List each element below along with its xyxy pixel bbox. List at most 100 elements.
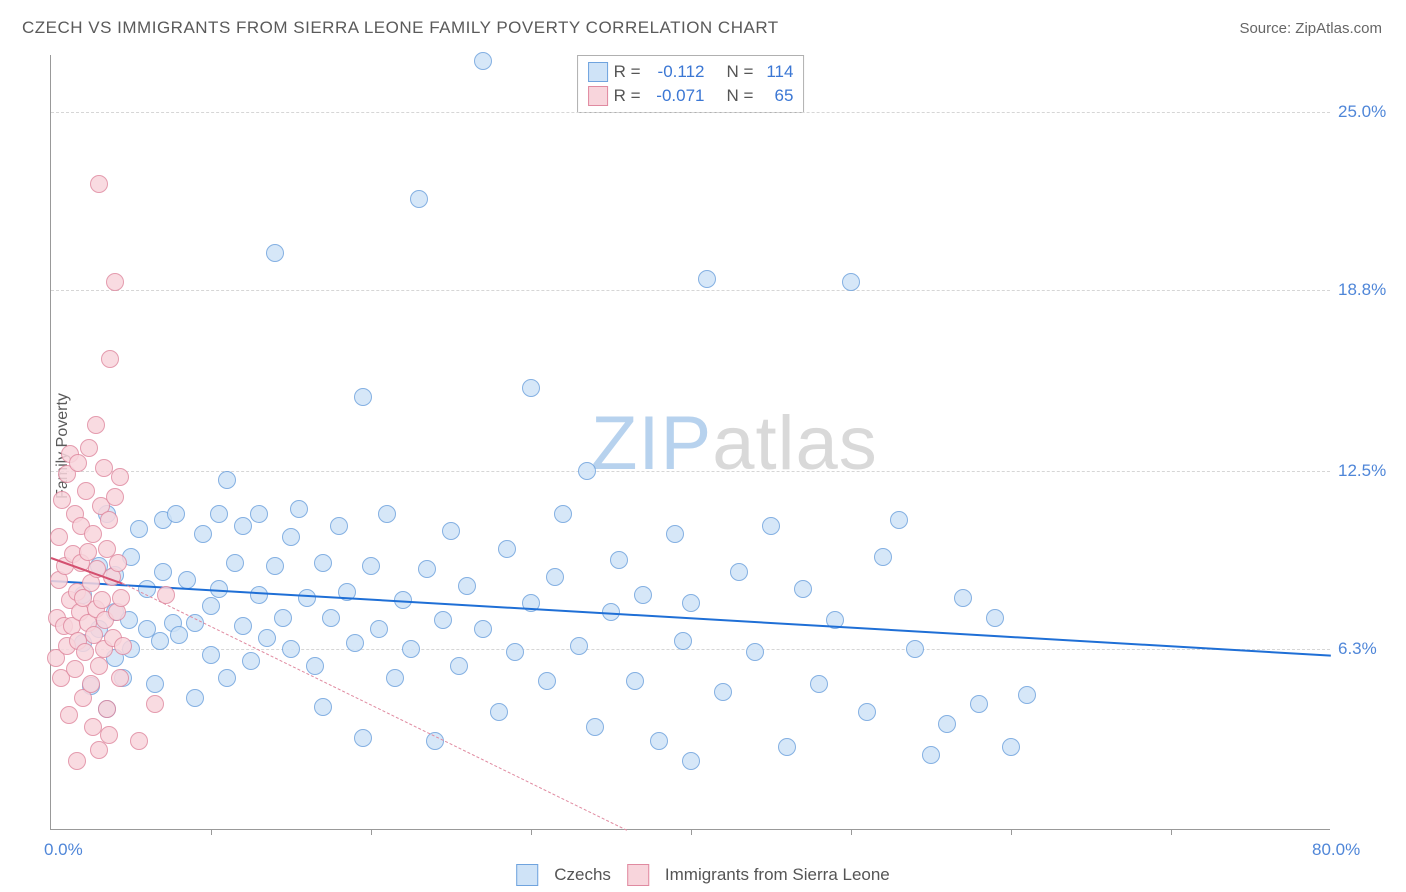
- data-point: [234, 517, 252, 535]
- data-point: [114, 637, 132, 655]
- data-point: [210, 505, 228, 523]
- n-value-czechs: 114: [759, 62, 793, 82]
- data-point: [146, 675, 164, 693]
- x-axis-max-label: 80.0%: [1312, 840, 1360, 860]
- data-point: [100, 511, 118, 529]
- data-point: [666, 525, 684, 543]
- x-tick: [1011, 829, 1012, 835]
- data-point: [434, 611, 452, 629]
- data-point: [266, 244, 284, 262]
- data-point: [330, 517, 348, 535]
- data-point: [111, 669, 129, 687]
- data-point: [290, 500, 308, 518]
- data-point: [112, 589, 130, 607]
- data-point: [522, 379, 540, 397]
- x-tick: [691, 829, 692, 835]
- r-value-sierra: -0.071: [647, 86, 705, 106]
- data-point: [111, 468, 129, 486]
- data-point: [634, 586, 652, 604]
- data-point: [938, 715, 956, 733]
- data-point: [84, 718, 102, 736]
- data-point: [101, 350, 119, 368]
- data-point: [570, 637, 588, 655]
- data-point: [106, 488, 124, 506]
- data-point: [98, 700, 116, 718]
- data-point: [79, 543, 97, 561]
- data-point: [282, 640, 300, 658]
- data-point: [234, 617, 252, 635]
- r-label: R =: [614, 86, 641, 106]
- data-point: [306, 657, 324, 675]
- data-point: [82, 675, 100, 693]
- data-point: [682, 594, 700, 612]
- n-value-sierra: 65: [759, 86, 793, 106]
- data-point: [954, 589, 972, 607]
- data-point: [610, 551, 628, 569]
- data-point: [167, 505, 185, 523]
- legend-label-czechs: Czechs: [554, 865, 611, 885]
- data-point: [442, 522, 460, 540]
- watermark-atlas: atlas: [712, 401, 878, 486]
- data-point: [554, 505, 572, 523]
- data-point: [77, 482, 95, 500]
- data-point: [202, 646, 220, 664]
- chart-title: CZECH VS IMMIGRANTS FROM SIERRA LEONE FA…: [22, 18, 779, 38]
- x-tick: [211, 829, 212, 835]
- data-point: [922, 746, 940, 764]
- data-point: [226, 554, 244, 572]
- data-point: [458, 577, 476, 595]
- data-point: [378, 505, 396, 523]
- data-point: [314, 698, 332, 716]
- gridline: [51, 112, 1330, 113]
- legend-label-sierra: Immigrants from Sierra Leone: [665, 865, 890, 885]
- x-tick: [851, 829, 852, 835]
- data-point: [130, 520, 148, 538]
- data-point: [354, 388, 372, 406]
- data-point: [986, 609, 1004, 627]
- data-point: [76, 643, 94, 661]
- data-point: [762, 517, 780, 535]
- data-point: [90, 175, 108, 193]
- swatch-sierra-bottom: [627, 864, 649, 886]
- data-point: [362, 557, 380, 575]
- data-point: [242, 652, 260, 670]
- swatch-sierra: [588, 86, 608, 106]
- data-point: [538, 672, 556, 690]
- data-point: [890, 511, 908, 529]
- r-value-czechs: -0.112: [647, 62, 705, 82]
- data-point: [90, 657, 108, 675]
- data-point: [1018, 686, 1036, 704]
- data-point: [170, 626, 188, 644]
- data-point: [386, 669, 404, 687]
- data-point: [202, 597, 220, 615]
- swatch-czechs: [588, 62, 608, 82]
- data-point: [450, 657, 468, 675]
- data-point: [714, 683, 732, 701]
- data-point: [50, 528, 68, 546]
- n-label: N =: [727, 62, 754, 82]
- data-point: [674, 632, 692, 650]
- data-point: [810, 675, 828, 693]
- gridline: [51, 649, 1330, 650]
- legend-row-sierra: R = -0.071 N = 65: [588, 84, 794, 108]
- gridline: [51, 471, 1330, 472]
- y-tick-label: 6.3%: [1338, 639, 1398, 659]
- data-point: [186, 614, 204, 632]
- data-point: [1002, 738, 1020, 756]
- x-axis-min-label: 0.0%: [44, 840, 83, 860]
- data-point: [90, 741, 108, 759]
- correlation-legend: R = -0.112 N = 114 R = -0.071 N = 65: [577, 55, 805, 113]
- data-point: [354, 729, 372, 747]
- data-point: [370, 620, 388, 638]
- data-point: [698, 270, 716, 288]
- series-legend: Czechs Immigrants from Sierra Leone: [516, 864, 890, 886]
- data-point: [746, 643, 764, 661]
- data-point: [282, 528, 300, 546]
- data-point: [650, 732, 668, 750]
- data-point: [298, 589, 316, 607]
- data-point: [106, 273, 124, 291]
- data-point: [218, 471, 236, 489]
- data-point: [490, 703, 508, 721]
- source-label: Source: ZipAtlas.com: [1239, 20, 1382, 37]
- data-point: [346, 634, 364, 652]
